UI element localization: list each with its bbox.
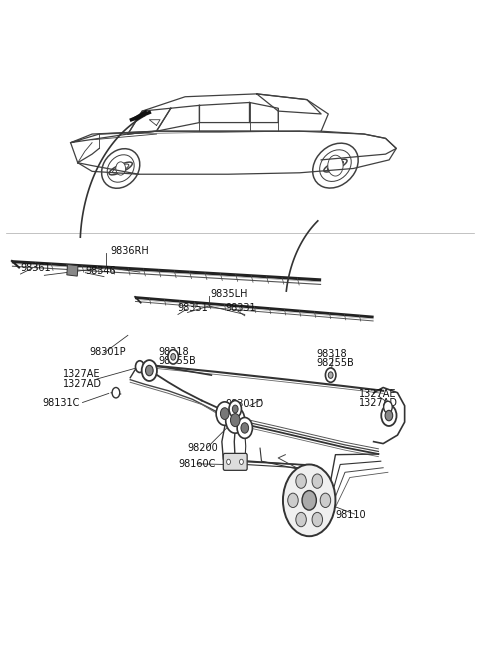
Circle shape bbox=[220, 407, 229, 419]
Text: 1327AD: 1327AD bbox=[63, 379, 102, 388]
Circle shape bbox=[237, 417, 252, 438]
Circle shape bbox=[320, 493, 331, 508]
Polygon shape bbox=[132, 113, 149, 120]
Circle shape bbox=[232, 405, 238, 413]
Circle shape bbox=[230, 413, 240, 426]
Text: 98301P: 98301P bbox=[90, 346, 126, 356]
Circle shape bbox=[135, 361, 144, 373]
Circle shape bbox=[328, 155, 343, 176]
Text: 98318: 98318 bbox=[159, 346, 190, 356]
Circle shape bbox=[240, 459, 243, 464]
Text: 98160C: 98160C bbox=[178, 459, 216, 470]
Circle shape bbox=[283, 464, 336, 536]
Circle shape bbox=[145, 365, 153, 376]
Circle shape bbox=[227, 459, 230, 464]
Circle shape bbox=[229, 401, 241, 417]
Circle shape bbox=[288, 493, 298, 508]
Text: 98301D: 98301D bbox=[226, 400, 264, 409]
Circle shape bbox=[325, 368, 336, 383]
Circle shape bbox=[331, 159, 340, 172]
Circle shape bbox=[312, 512, 323, 527]
Circle shape bbox=[112, 388, 120, 398]
Circle shape bbox=[328, 372, 333, 379]
Circle shape bbox=[168, 350, 179, 364]
Text: 98318: 98318 bbox=[316, 348, 347, 358]
Circle shape bbox=[384, 402, 392, 413]
Circle shape bbox=[312, 474, 323, 489]
Text: 1327AE: 1327AE bbox=[360, 389, 397, 399]
Circle shape bbox=[296, 474, 306, 489]
Text: 98331: 98331 bbox=[226, 303, 256, 313]
Circle shape bbox=[226, 407, 245, 433]
Circle shape bbox=[171, 354, 176, 360]
Circle shape bbox=[116, 162, 126, 175]
Circle shape bbox=[216, 402, 233, 425]
Circle shape bbox=[302, 491, 316, 510]
Text: 98351: 98351 bbox=[177, 303, 208, 313]
Circle shape bbox=[385, 410, 393, 421]
Circle shape bbox=[381, 405, 396, 426]
Circle shape bbox=[241, 422, 249, 433]
Text: 98200: 98200 bbox=[188, 443, 218, 453]
Circle shape bbox=[142, 360, 157, 381]
Text: 98255B: 98255B bbox=[316, 358, 354, 367]
Bar bbox=[67, 265, 78, 276]
Text: 9835LH: 9835LH bbox=[211, 289, 248, 299]
FancyBboxPatch shape bbox=[223, 453, 247, 470]
Circle shape bbox=[296, 512, 306, 527]
Text: 98361: 98361 bbox=[21, 263, 51, 273]
Text: 1327AD: 1327AD bbox=[360, 398, 398, 408]
Text: 98131C: 98131C bbox=[42, 398, 79, 407]
Text: 1327AE: 1327AE bbox=[63, 369, 101, 379]
Text: 9836RH: 9836RH bbox=[111, 246, 150, 255]
Text: 98255B: 98255B bbox=[159, 356, 197, 365]
Text: 98346: 98346 bbox=[85, 267, 116, 276]
Text: 98110: 98110 bbox=[336, 510, 366, 519]
